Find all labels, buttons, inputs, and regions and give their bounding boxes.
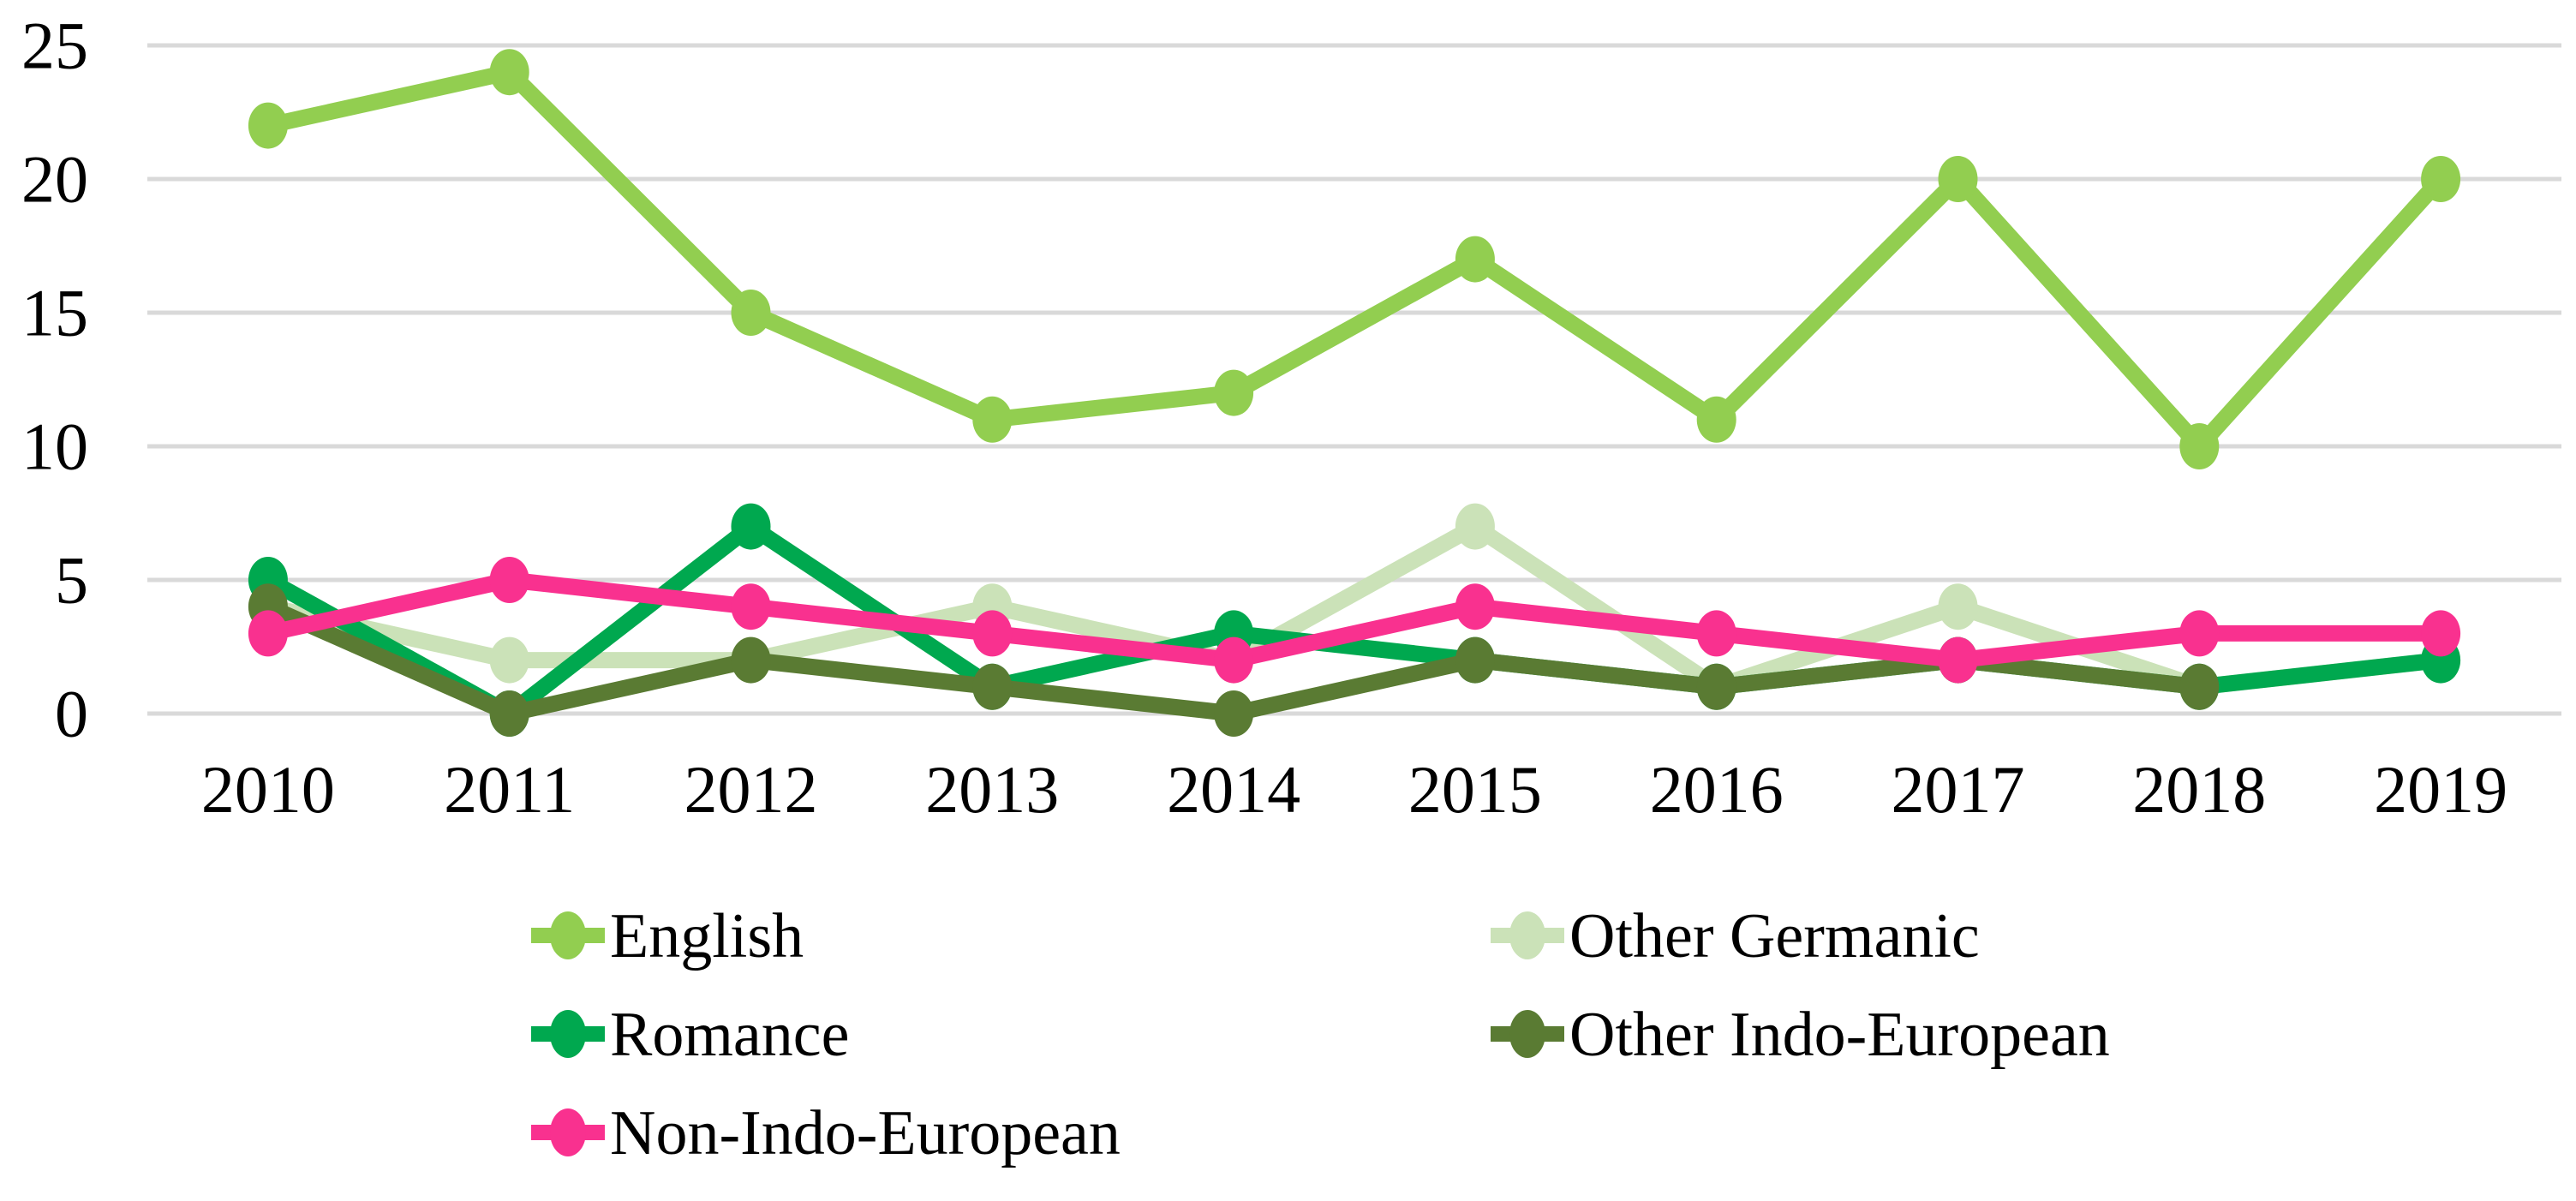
y-tick-label: 25 xyxy=(21,9,88,83)
data-point-other-indo-european xyxy=(2179,663,2220,710)
y-axis-labels: 0 5 10 15 20 25 xyxy=(21,9,88,751)
data-point-non-indo-european xyxy=(1455,583,1495,630)
legend-item-other-indo-european: Other Indo-European xyxy=(1491,1000,2110,1070)
data-point-other-germanic xyxy=(489,636,529,684)
data-point-other-indo-european xyxy=(972,663,1013,710)
data-point-other-indo-european xyxy=(731,636,771,684)
y-tick-label: 5 xyxy=(55,543,88,618)
y-tick-label: 15 xyxy=(21,276,88,350)
data-point-english xyxy=(1938,156,1978,202)
legend-item-romance: Romance xyxy=(531,1000,849,1070)
legend-marker-dot-non-indo-european xyxy=(550,1108,586,1156)
data-point-other-indo-european xyxy=(1696,663,1736,710)
legend-item-other-germanic: Other Germanic xyxy=(1491,901,1980,971)
data-point-non-indo-european xyxy=(489,557,529,603)
data-point-non-indo-european xyxy=(1696,610,1736,657)
x-tick-label: 2014 xyxy=(1167,752,1300,827)
x-axis-labels: 2010 2011 2012 2013 2014 2015 2016 2017 2018 2019 xyxy=(201,752,2507,827)
series-line-non-indo-european xyxy=(260,571,2449,669)
data-point-other-indo-european xyxy=(1214,690,1254,737)
data-point-other-indo-european xyxy=(1455,636,1495,684)
data-point-english xyxy=(972,396,1013,443)
y-tick-label: 10 xyxy=(21,409,88,484)
data-point-english xyxy=(731,290,771,336)
data-point-non-indo-european xyxy=(972,610,1013,657)
x-tick-label: 2011 xyxy=(444,752,575,827)
legend-label-non-indo-european: Non-Indo-European xyxy=(610,1098,1121,1168)
series-line-other-germanic xyxy=(260,518,2449,696)
series-non-indo-european xyxy=(248,557,2461,684)
x-tick-label: 2013 xyxy=(925,752,1059,827)
series-line-english xyxy=(260,63,2449,455)
legend-marker-dot-other-germanic xyxy=(1509,911,1545,959)
legend-marker-dot-english xyxy=(550,911,586,959)
x-tick-label: 2010 xyxy=(201,752,335,827)
data-point-non-indo-european xyxy=(248,610,288,657)
series-english xyxy=(248,49,2461,469)
data-point-english xyxy=(248,102,288,149)
data-point-other-indo-european xyxy=(489,690,529,737)
data-point-english xyxy=(1696,396,1736,443)
x-tick-label: 2012 xyxy=(684,752,818,827)
x-tick-label: 2016 xyxy=(1650,752,1784,827)
data-point-english xyxy=(2179,423,2220,469)
data-point-english xyxy=(489,49,529,96)
legend: English Other Germanic Romance Other Indo-E… xyxy=(531,901,2110,1168)
data-point-english xyxy=(2421,156,2461,202)
legend-label-romance: Romance xyxy=(610,1000,849,1070)
data-point-non-indo-european xyxy=(2179,610,2220,657)
data-point-other-germanic xyxy=(1938,583,1978,630)
y-tick-label: 20 xyxy=(21,142,88,217)
data-point-non-indo-european xyxy=(2421,610,2461,657)
data-point-non-indo-european xyxy=(1938,636,1978,684)
x-tick-label: 2015 xyxy=(1408,752,1542,827)
data-point-non-indo-european xyxy=(1214,636,1254,684)
legend-marker-dot-other-indo-european xyxy=(1509,1010,1545,1058)
data-point-non-indo-european xyxy=(731,583,771,630)
y-tick-label: 0 xyxy=(55,677,88,751)
x-tick-label: 2018 xyxy=(2132,752,2266,827)
legend-item-non-indo-european: Non-Indo-European xyxy=(531,1098,1121,1168)
data-point-other-germanic xyxy=(1455,503,1495,550)
legend-marker-dot-romance xyxy=(550,1010,586,1058)
series-other-indo-european xyxy=(248,583,2220,737)
data-point-english xyxy=(1214,369,1254,416)
x-tick-label: 2017 xyxy=(1892,752,2025,827)
data-point-english xyxy=(1455,236,1495,283)
legend-label-other-germanic: Other Germanic xyxy=(1569,901,1980,971)
legend-item-english: English xyxy=(531,901,804,971)
legend-label-english: English xyxy=(610,901,804,971)
legend-label-other-indo-european: Other Indo-European xyxy=(1569,1000,2110,1070)
x-tick-label: 2019 xyxy=(2374,752,2507,827)
data-point-romance xyxy=(731,503,771,550)
